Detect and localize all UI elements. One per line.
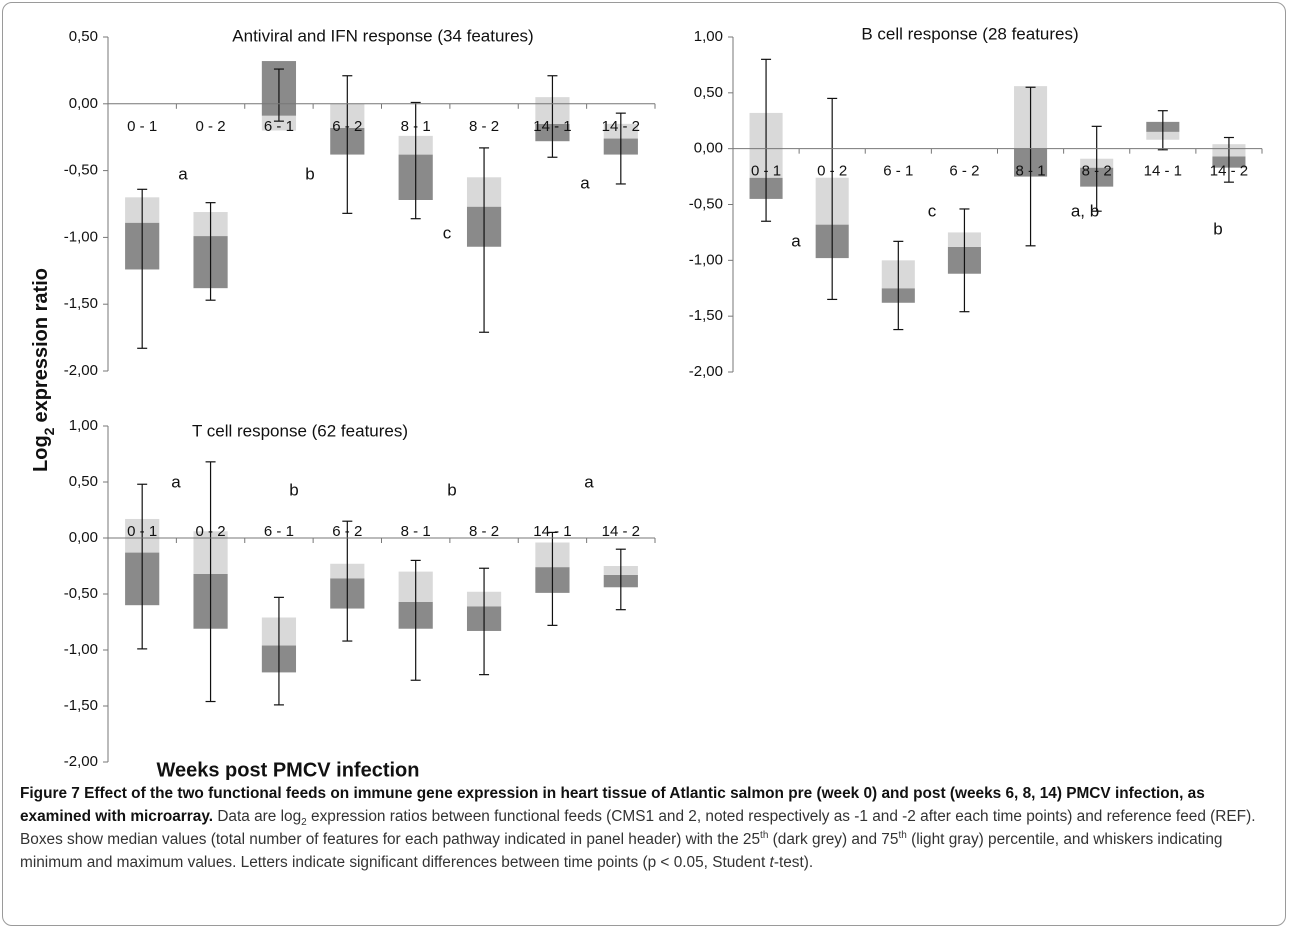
x-tick-label: 14 - 1	[1144, 163, 1182, 180]
y-tick-label: 0,50	[69, 473, 98, 490]
significance-letter: a	[171, 472, 181, 491]
y-axis-label-rest: expression ratio	[30, 268, 52, 423]
caption-text: expression ratios between functional fee…	[20, 808, 1256, 848]
significance-letter: a	[791, 231, 801, 250]
x-axis-label: Weeks post PMCV infection	[156, 759, 419, 780]
y-tick-label: -2,00	[64, 362, 98, 379]
y-tick-label: -2,00	[64, 753, 98, 770]
y-tick-label: -1,50	[64, 295, 98, 312]
y-tick-label: -0,50	[64, 585, 98, 602]
y-tick-label: 0,00	[694, 140, 723, 157]
significance-letter: b	[1213, 219, 1222, 238]
y-axis-label-sub: 2	[41, 427, 57, 435]
y-tick-label: 0,00	[69, 95, 98, 112]
x-tick-label: 0 - 2	[817, 163, 847, 180]
y-tick-label: 0,00	[69, 529, 98, 546]
significance-letter: a	[584, 472, 594, 491]
significance-letter: b	[447, 480, 456, 499]
x-tick-label: 6 - 2	[332, 118, 362, 135]
y-tick-label: -1,00	[689, 251, 723, 268]
x-tick-label: 6 - 1	[264, 118, 294, 135]
x-tick-label: 14 - 2	[1210, 163, 1248, 180]
caption: Figure 7 Effect of the two functional fe…	[20, 782, 1278, 874]
x-tick-label: 14 - 1	[533, 118, 571, 135]
y-tick-label: -0,50	[64, 162, 98, 179]
y-tick-label: 1,00	[69, 417, 98, 434]
x-tick-label: 8 - 2	[469, 118, 499, 135]
x-tick-label: 14 - 2	[602, 523, 640, 540]
y-tick-label: -2,00	[689, 363, 723, 380]
caption-title: Figure 7 Effect of the two functional fe…	[20, 785, 1205, 825]
x-tick-label: 6 - 1	[883, 163, 913, 180]
caption-sub: 2	[301, 817, 307, 829]
significance-letter: c	[443, 223, 452, 242]
x-tick-label: 14 - 1	[533, 523, 571, 540]
x-tick-label: 0 - 1	[751, 163, 781, 180]
x-tick-label: 6 - 2	[949, 163, 979, 180]
panel-title: T cell response (62 features)	[192, 421, 408, 440]
panel-title: Antiviral and IFN response (34 features)	[232, 26, 533, 45]
y-axis-label: Log2 expression ratio	[30, 268, 56, 472]
y-tick-label: 1,00	[694, 28, 723, 45]
significance-letter: a	[178, 164, 188, 183]
y-tick-label: -1,50	[689, 307, 723, 324]
y-tick-label: -0,50	[689, 195, 723, 212]
significance-letter: a	[580, 173, 590, 192]
y-tick-label: 0,50	[69, 28, 98, 45]
caption-text: (dark grey) and 75	[772, 831, 899, 848]
x-tick-label: 0 - 2	[196, 118, 226, 135]
x-tick-label: 8 - 2	[469, 523, 499, 540]
x-tick-label: 8 - 1	[401, 523, 431, 540]
significance-letter: b	[289, 480, 298, 499]
significance-letter: a, b	[1071, 201, 1099, 220]
caption-italic: t	[769, 854, 774, 871]
caption-text: (light gray) percentile, and whiskers in…	[20, 831, 1223, 871]
y-tick-label: 0,50	[694, 84, 723, 101]
x-tick-label: 8 - 2	[1082, 163, 1112, 180]
y-tick-label: -1,00	[64, 228, 98, 245]
x-tick-label: 14 - 2	[602, 118, 640, 135]
x-tick-label: 0 - 1	[127, 118, 157, 135]
y-tick-label: -1,50	[64, 697, 98, 714]
x-tick-label: 8 - 1	[1016, 163, 1046, 180]
caption-sup: th	[760, 829, 769, 841]
x-tick-label: 6 - 2	[332, 523, 362, 540]
y-tick-label: -1,00	[64, 641, 98, 658]
x-tick-label: 0 - 1	[127, 523, 157, 540]
x-tick-label: 0 - 2	[196, 523, 226, 540]
x-tick-label: 6 - 1	[264, 523, 294, 540]
box-upper	[261, 115, 297, 131]
x-tick-label: 8 - 1	[401, 118, 431, 135]
chart: Log2 expression ratio Weeks post PMCV inf…	[30, 24, 1263, 780]
caption-text: -test).	[773, 854, 814, 871]
panel-title: B cell response (28 features)	[861, 24, 1078, 43]
caption-sup: th	[898, 829, 907, 841]
caption-text: Data are log	[217, 808, 302, 825]
significance-letter: b	[305, 164, 314, 183]
y-axis-label-base: Log	[30, 435, 52, 472]
significance-letter: c	[928, 201, 937, 220]
